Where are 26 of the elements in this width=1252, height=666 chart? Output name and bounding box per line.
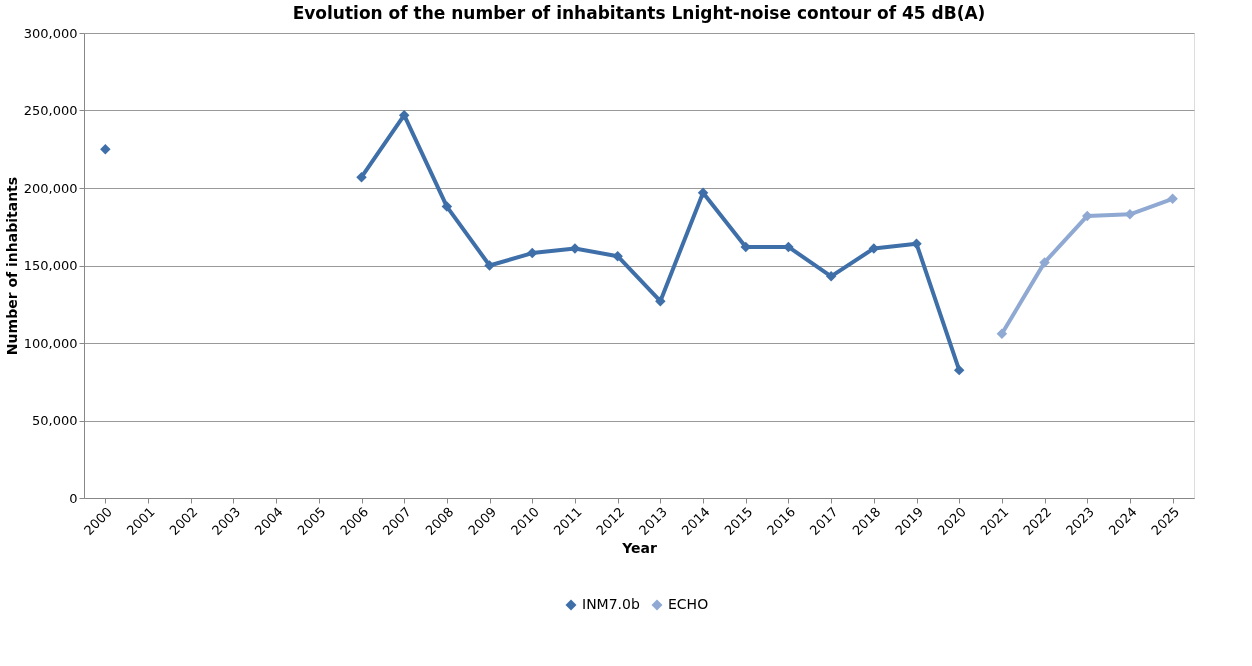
y-tick-label: 200,000 <box>23 180 78 196</box>
x-axis-title: Year <box>621 540 657 557</box>
point <box>996 328 1008 339</box>
point <box>1039 257 1050 268</box>
point <box>1167 193 1178 205</box>
point <box>825 271 837 282</box>
y-tick-label: 250,000 <box>23 103 78 118</box>
point <box>398 109 410 121</box>
point <box>655 295 666 307</box>
chart-title: Evolution of the number of inhabitants Lnight-noise contour of 45 dB(A) <box>292 3 986 23</box>
y-tick-label: 150,000 <box>23 258 78 273</box>
legend-label: ECHO <box>668 596 709 612</box>
y-tick-label: 300,000 <box>23 25 78 41</box>
point <box>953 364 965 376</box>
y-tick-label: 50,000 <box>32 413 78 428</box>
point <box>484 260 495 271</box>
point <box>612 250 623 262</box>
point <box>441 201 453 212</box>
y-axis-title: Number of inhabitants <box>3 176 20 356</box>
point <box>911 238 922 250</box>
y-tick-label: 100,000 <box>23 335 78 351</box>
legend-label: INM7.0b <box>582 596 640 612</box>
y-tick-label: 0 <box>69 490 78 506</box>
point <box>697 187 709 198</box>
point <box>527 247 538 259</box>
point <box>356 171 367 183</box>
